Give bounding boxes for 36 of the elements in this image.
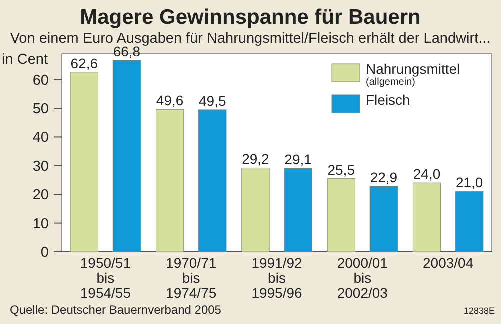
y-tick-label: 60 <box>32 72 49 89</box>
data-label: 49,5 <box>199 92 226 109</box>
y-tick-label: 30 <box>32 158 49 175</box>
x-tick-label: 1950/51 bis 1954/55 <box>80 255 132 301</box>
bar <box>70 72 98 252</box>
y-tick-label: 40 <box>32 130 49 146</box>
bar <box>456 191 484 252</box>
x-tick-label: 2000/01 bis 2002/03 <box>337 255 388 301</box>
chart-title: Magere Gewinnspanne für Bauern <box>80 6 421 29</box>
y-tick-label: 0 <box>40 245 49 261</box>
data-label: 22,9 <box>370 169 398 186</box>
bar <box>284 168 312 252</box>
x-tick-label: 1970/71 bis 1974/75 <box>166 255 217 301</box>
y-tick-label: 20 <box>32 188 49 204</box>
y-tick-label: 10 <box>32 216 49 232</box>
text: 12838E <box>464 306 495 316</box>
x-tick-label: 1991/92 bis 1995/96 <box>252 255 303 301</box>
source-note: Quelle: Deutscher Bauernverband 2005 <box>10 303 222 317</box>
data-label: 25,5 <box>328 162 356 178</box>
data-label: 24,0 <box>413 166 441 182</box>
data-label: 29,1 <box>284 151 312 168</box>
x-tick-label: 2003/04 <box>423 255 474 271</box>
bar <box>112 60 142 252</box>
y-tick-label: 50 <box>32 102 49 118</box>
bar <box>156 109 184 252</box>
legend-label: Fleisch <box>366 92 410 108</box>
bar <box>198 110 227 252</box>
bar <box>242 168 270 252</box>
y-axis-title: in Cent <box>2 52 48 68</box>
data-label: 49,6 <box>156 92 184 109</box>
data-label: 62,6 <box>70 55 98 72</box>
data-label: 29,2 <box>242 151 270 168</box>
data-label: 21,0 <box>456 174 484 191</box>
bar <box>412 182 442 252</box>
bar <box>327 178 356 252</box>
bar <box>370 186 398 252</box>
